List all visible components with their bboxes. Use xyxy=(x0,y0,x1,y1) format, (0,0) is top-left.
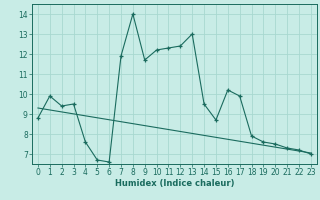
X-axis label: Humidex (Indice chaleur): Humidex (Indice chaleur) xyxy=(115,179,234,188)
